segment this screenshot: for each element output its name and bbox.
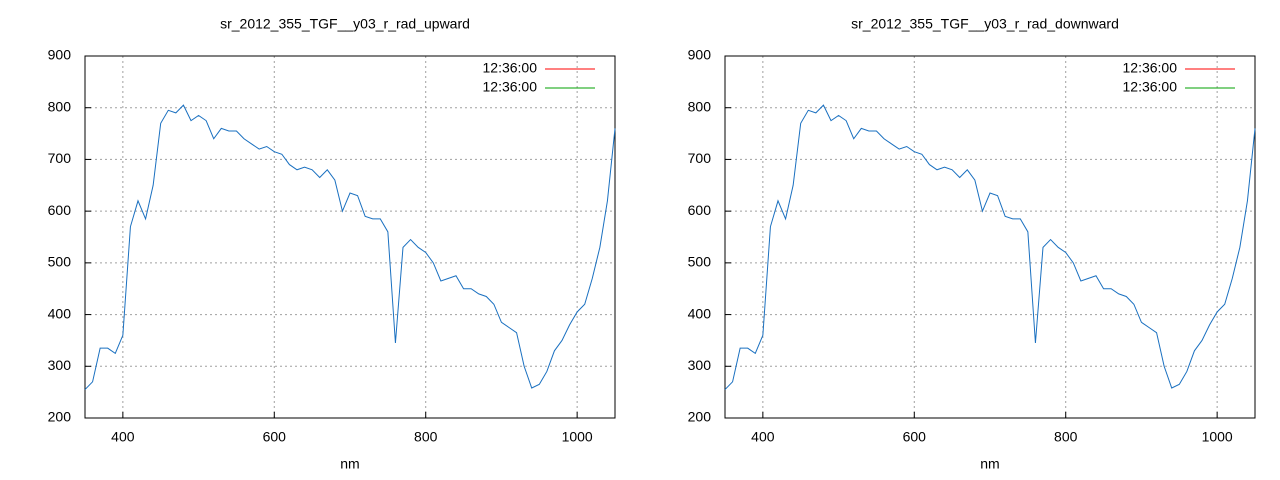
chart-title: sr_2012_355_TGF__y03_r_rad_downward	[851, 16, 1119, 32]
x-tick-label: 600	[263, 429, 287, 445]
plot-frame	[724, 55, 1256, 419]
legend-label: 12:36:00	[1123, 60, 1178, 76]
y-tick-label: 500	[688, 254, 712, 270]
y-tick-label: 900	[48, 47, 72, 63]
x-axis-label: nm	[980, 456, 999, 472]
legend-label: 12:36:00	[483, 79, 538, 95]
x-tick-label: 1000	[1202, 429, 1233, 445]
legend-label: 12:36:00	[483, 60, 538, 76]
y-tick-label: 200	[688, 409, 712, 425]
y-tick-label: 600	[48, 202, 72, 218]
y-tick-label: 700	[48, 150, 72, 166]
y-tick-label: 400	[688, 305, 712, 321]
y-tick-label: 300	[688, 357, 712, 373]
x-tick-label: 600	[903, 429, 927, 445]
y-tick-label: 900	[688, 47, 712, 63]
x-tick-label: 1000	[562, 429, 593, 445]
y-tick-label: 600	[688, 202, 712, 218]
legend-label: 12:36:00	[1123, 79, 1178, 95]
y-tick-label: 200	[48, 409, 72, 425]
x-tick-label: 400	[751, 429, 775, 445]
x-axis-label: nm	[340, 456, 359, 472]
chart-title: sr_2012_355_TGF__y03_r_rad_upward	[220, 16, 470, 32]
y-tick-label: 800	[48, 98, 72, 114]
y-tick-label: 700	[688, 150, 712, 166]
y-tick-label: 300	[48, 357, 72, 373]
y-tick-label: 500	[48, 254, 72, 270]
x-tick-label: 400	[111, 429, 135, 445]
x-tick-label: 800	[414, 429, 438, 445]
data-line	[84, 104, 616, 390]
plot-frame	[84, 55, 616, 419]
y-tick-label: 400	[48, 305, 72, 321]
data-line	[724, 104, 1256, 390]
x-tick-label: 800	[1054, 429, 1078, 445]
y-tick-label: 800	[688, 98, 712, 114]
